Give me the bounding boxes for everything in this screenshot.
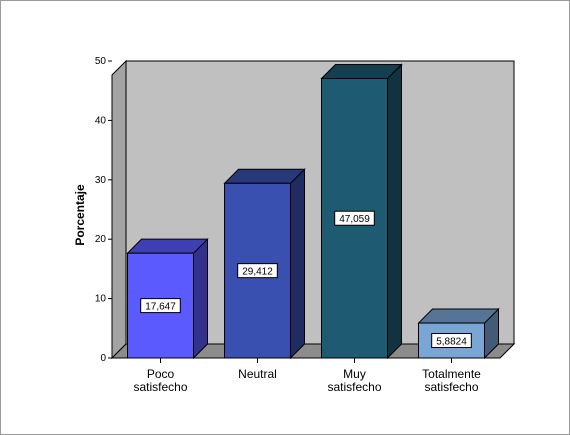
y-axis-label: Porcentaje [73,184,87,246]
x-tick-label: Totalmente satisfecho [422,367,481,394]
bar-top [223,168,306,184]
y-tick-label: 10 [95,294,107,305]
x-tick-label: Poco satisfecho [133,367,187,394]
data-label-box [140,298,181,314]
x-tick-label: Muy satisfecho [327,367,381,394]
bar-top [126,238,209,254]
bar-side [290,168,305,360]
side-wall [111,59,127,360]
data-label: 17,647 [145,302,176,313]
y-tick-label: 0 [100,353,106,364]
data-label-box [237,263,278,279]
data-label: 5,8824 [436,337,467,348]
data-label: 47,059 [339,214,370,225]
bar-side [193,237,208,360]
y-tick-label: 50 [95,56,107,67]
x-tick-label: Neutral [238,367,277,381]
bar-top [417,308,500,324]
y-tick-label: 20 [95,234,107,245]
bar-top [320,63,403,79]
data-label-box [431,333,472,349]
data-label: 29,412 [242,267,273,278]
y-tick-label: 40 [95,115,107,126]
data-label-box [334,210,375,226]
bar-side [387,63,402,360]
y-tick-label: 30 [95,175,107,186]
